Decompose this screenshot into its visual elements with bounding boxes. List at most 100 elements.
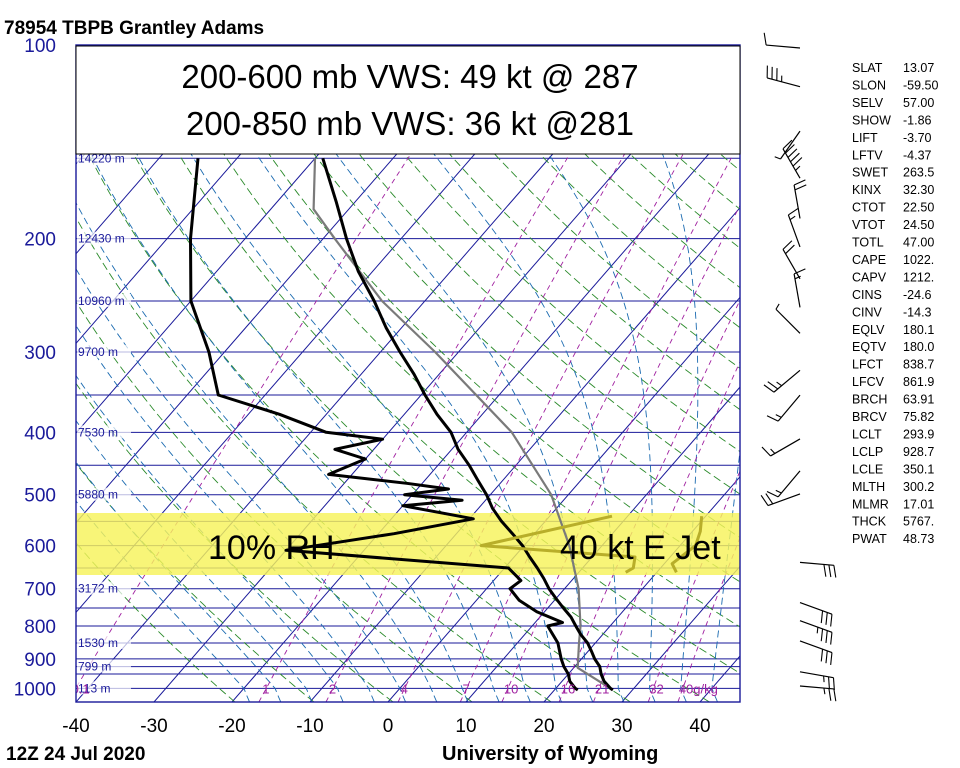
isotherm-line — [465, 386, 740, 702]
height-label: 12430 m — [78, 232, 125, 246]
height-label-bg — [77, 344, 131, 358]
mixing-ratio-label: 4 — [401, 681, 408, 696]
barb-flag — [793, 179, 806, 186]
mixing-ratio-label: 7 — [463, 681, 470, 696]
index-key: LCLE — [852, 462, 883, 476]
wind-barb — [787, 207, 801, 248]
index-key: LCLP — [852, 445, 883, 459]
index-value: 1212. — [903, 270, 934, 284]
barb-flag — [765, 493, 774, 505]
wind-barb — [775, 303, 801, 334]
barb-staff — [780, 130, 801, 160]
height-label: 799 m — [78, 660, 111, 674]
height-label: 1530 m — [78, 636, 118, 650]
wind-barb — [799, 685, 837, 702]
barb-half — [770, 448, 776, 454]
temperature-tick-label: -40 — [62, 716, 89, 737]
index-key: CINS — [852, 288, 882, 302]
index-key: CAPE — [852, 253, 886, 267]
height-label: 3172 m — [78, 582, 118, 596]
barb-flag — [828, 688, 832, 701]
wind-barb — [793, 179, 807, 219]
mixing-ratio-line — [76, 45, 483, 689]
height-label-bg — [77, 659, 131, 673]
temperature-tick-label: 20 — [533, 716, 554, 737]
index-value: -14.3 — [903, 305, 932, 319]
index-value: 13.07 — [903, 61, 934, 75]
wind-barb — [799, 561, 837, 578]
index-key: LFCV — [852, 375, 885, 389]
pressure-tick-label: 200 — [24, 230, 56, 251]
barb-half — [775, 414, 782, 418]
barb-flag — [792, 157, 803, 167]
index-value: 293.9 — [903, 427, 934, 441]
index-key: CAPV — [852, 270, 887, 284]
dry-adiabat — [362, 45, 740, 411]
wind-barb — [799, 620, 833, 645]
barb-flag — [833, 688, 837, 702]
barb-flag — [763, 384, 775, 393]
barb-staff — [793, 184, 801, 219]
parcel-line — [312, 158, 612, 690]
plot-frame — [75, 44, 741, 703]
barb-staff — [799, 602, 833, 615]
index-key: KINX — [852, 183, 882, 197]
height-label: 7530 m — [78, 425, 118, 439]
index-key: SELV — [852, 96, 884, 110]
dry-adiabat — [443, 45, 740, 329]
index-key: EQTV — [852, 340, 887, 354]
index-value: 928.7 — [903, 445, 934, 459]
isotherm-line — [543, 475, 740, 702]
barb-flag — [767, 381, 779, 390]
height-label-bg — [77, 681, 131, 695]
pressure-tick-label: 100 — [24, 36, 56, 57]
moist-adiabat — [76, 374, 344, 702]
index-value: 48.73 — [903, 532, 934, 546]
index-key: LFCT — [852, 358, 884, 372]
wind-barb — [760, 493, 801, 507]
barb-flag — [823, 564, 827, 577]
barb-flag — [766, 415, 779, 422]
temperature-tick-label: 10 — [455, 716, 476, 737]
wind-barbs — [760, 32, 837, 702]
temperature-tick-label: -10 — [296, 716, 323, 737]
wind-barb — [782, 139, 803, 179]
temperature-tick-label: 30 — [611, 716, 632, 737]
barb-flag — [828, 564, 832, 578]
index-key: CINV — [852, 305, 883, 319]
index-value: 17.01 — [903, 497, 934, 511]
temperature-tick-label: -20 — [218, 716, 245, 737]
wind-barb — [799, 671, 835, 691]
wind-barb — [763, 369, 801, 393]
pressure-tick-label: 300 — [24, 343, 56, 364]
barb-staff — [767, 493, 801, 507]
index-key: LCLT — [852, 427, 882, 441]
mixing-ratio-label: 32 — [649, 681, 663, 696]
barb-flag — [825, 650, 828, 664]
barb-staff — [777, 470, 801, 498]
barb-flag — [828, 676, 830, 690]
index-key: SHOW — [852, 113, 891, 127]
dry-adiabat — [76, 216, 552, 702]
index-value: 861.9 — [903, 375, 934, 389]
barb-flag — [820, 649, 824, 662]
barb-flag — [782, 139, 793, 150]
height-label: 5880 m — [78, 488, 118, 502]
moist-adiabat — [192, 45, 562, 702]
vws-200-600-text: 200-600 mb VWS: 49 kt @ 287 — [181, 58, 638, 95]
index-value: 47.00 — [903, 236, 934, 250]
height-labels: 14220 m 12430 m 10960 m 9700 m 7530 m 5880 m 3… — [77, 151, 131, 695]
mixing-ratio-labels: 0.1 1 2 4 7 10 16 21 32 40g/kg — [76, 681, 718, 696]
mixing-ratio-line — [459, 140, 740, 702]
height-label-bg — [77, 425, 131, 439]
barb-flag — [820, 610, 824, 624]
index-value: 300.2 — [903, 480, 934, 494]
barb-flag — [782, 240, 793, 250]
barb-staff — [777, 394, 801, 422]
barb-staff — [767, 77, 801, 88]
index-value: 5767. — [903, 515, 934, 529]
pressure-tick-label: 1000 — [14, 679, 56, 700]
temperature-tick-label: 40 — [689, 716, 710, 737]
dry-adiabat — [403, 45, 740, 369]
pressure-tick-label: 500 — [24, 486, 56, 507]
